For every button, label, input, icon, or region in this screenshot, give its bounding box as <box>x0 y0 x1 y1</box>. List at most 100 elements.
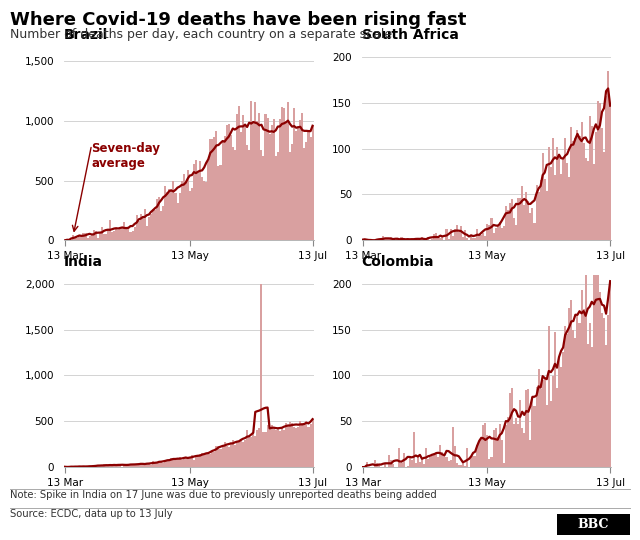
Bar <box>577 130 579 240</box>
Bar <box>579 136 580 240</box>
Bar <box>396 238 399 240</box>
Bar <box>207 161 209 240</box>
Bar <box>589 117 591 240</box>
Bar <box>599 103 601 240</box>
Text: India: India <box>64 255 103 269</box>
Bar <box>460 226 462 240</box>
Bar <box>509 393 511 467</box>
Bar <box>401 463 403 467</box>
Bar <box>216 446 218 467</box>
Bar <box>175 193 177 240</box>
Bar <box>486 435 488 467</box>
Bar <box>609 106 611 240</box>
Bar <box>150 214 152 240</box>
Bar <box>166 192 168 240</box>
Bar <box>499 423 500 467</box>
Bar <box>285 123 287 240</box>
Bar <box>303 148 305 240</box>
Bar <box>505 206 507 240</box>
Bar <box>125 228 127 240</box>
Bar <box>129 232 131 240</box>
Bar <box>301 113 303 240</box>
Bar <box>541 380 544 467</box>
Bar <box>495 428 497 467</box>
Bar <box>207 453 209 467</box>
Bar <box>409 457 411 467</box>
Bar <box>262 432 264 467</box>
Bar <box>295 428 297 467</box>
Bar <box>160 461 162 467</box>
Bar <box>458 465 460 467</box>
Bar <box>470 457 472 467</box>
Bar <box>152 210 154 240</box>
Bar <box>254 436 256 467</box>
Bar <box>449 228 452 240</box>
Bar <box>517 424 519 467</box>
Bar <box>601 313 603 467</box>
Bar <box>127 227 129 240</box>
Bar <box>226 446 228 467</box>
Bar <box>568 177 570 240</box>
Bar <box>433 453 435 467</box>
Bar <box>95 465 97 467</box>
Bar <box>536 185 538 240</box>
Bar <box>464 466 466 467</box>
Bar <box>99 465 101 467</box>
Bar <box>445 230 447 240</box>
Bar <box>456 463 458 467</box>
Bar <box>390 460 392 467</box>
Bar <box>276 152 279 240</box>
Bar <box>218 166 220 240</box>
Bar <box>232 147 234 240</box>
Bar <box>534 406 536 467</box>
Bar <box>564 326 566 467</box>
Bar <box>591 347 593 467</box>
Bar <box>134 227 136 240</box>
Bar <box>289 422 291 467</box>
Bar <box>548 147 550 240</box>
Bar <box>297 126 300 240</box>
Bar <box>205 183 207 240</box>
Bar <box>515 225 517 240</box>
Bar <box>513 218 515 240</box>
Bar <box>497 225 499 240</box>
Bar <box>562 353 564 467</box>
Bar <box>76 466 78 467</box>
Text: Note: Spike in India on 17 June was due to previously unreported deaths being ad: Note: Spike in India on 17 June was due … <box>10 490 436 500</box>
Bar <box>476 446 478 467</box>
Bar <box>189 457 191 467</box>
Bar <box>262 156 264 240</box>
Bar <box>376 463 378 467</box>
Bar <box>570 127 572 240</box>
Bar <box>105 234 107 240</box>
Bar <box>230 135 232 240</box>
Bar <box>507 210 509 240</box>
Bar <box>439 445 442 467</box>
Bar <box>279 119 281 240</box>
Bar <box>234 445 236 467</box>
Bar <box>144 210 146 240</box>
Bar <box>484 423 486 467</box>
Bar <box>499 222 500 240</box>
Bar <box>134 464 136 467</box>
Bar <box>234 150 236 240</box>
Bar <box>236 114 238 240</box>
Bar <box>228 447 230 467</box>
Bar <box>111 232 113 240</box>
Bar <box>164 186 166 240</box>
Bar <box>587 345 589 467</box>
Bar <box>384 238 386 240</box>
Bar <box>524 205 525 240</box>
Bar <box>574 138 577 240</box>
Bar <box>456 225 458 240</box>
Bar <box>552 376 554 467</box>
Bar <box>470 235 472 240</box>
Bar <box>534 224 536 240</box>
Bar <box>172 181 175 240</box>
Bar <box>472 456 474 467</box>
Bar <box>388 455 390 467</box>
Bar <box>276 428 279 467</box>
Bar <box>124 222 125 240</box>
Bar <box>179 193 180 240</box>
Bar <box>275 430 276 467</box>
